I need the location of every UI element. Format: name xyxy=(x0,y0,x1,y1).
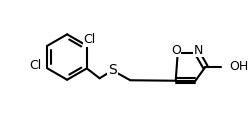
Text: S: S xyxy=(108,63,117,77)
Text: N: N xyxy=(194,44,203,57)
Text: O: O xyxy=(171,44,181,57)
Text: Cl: Cl xyxy=(84,33,96,46)
Text: OH: OH xyxy=(229,60,248,73)
Text: Cl: Cl xyxy=(29,59,42,72)
